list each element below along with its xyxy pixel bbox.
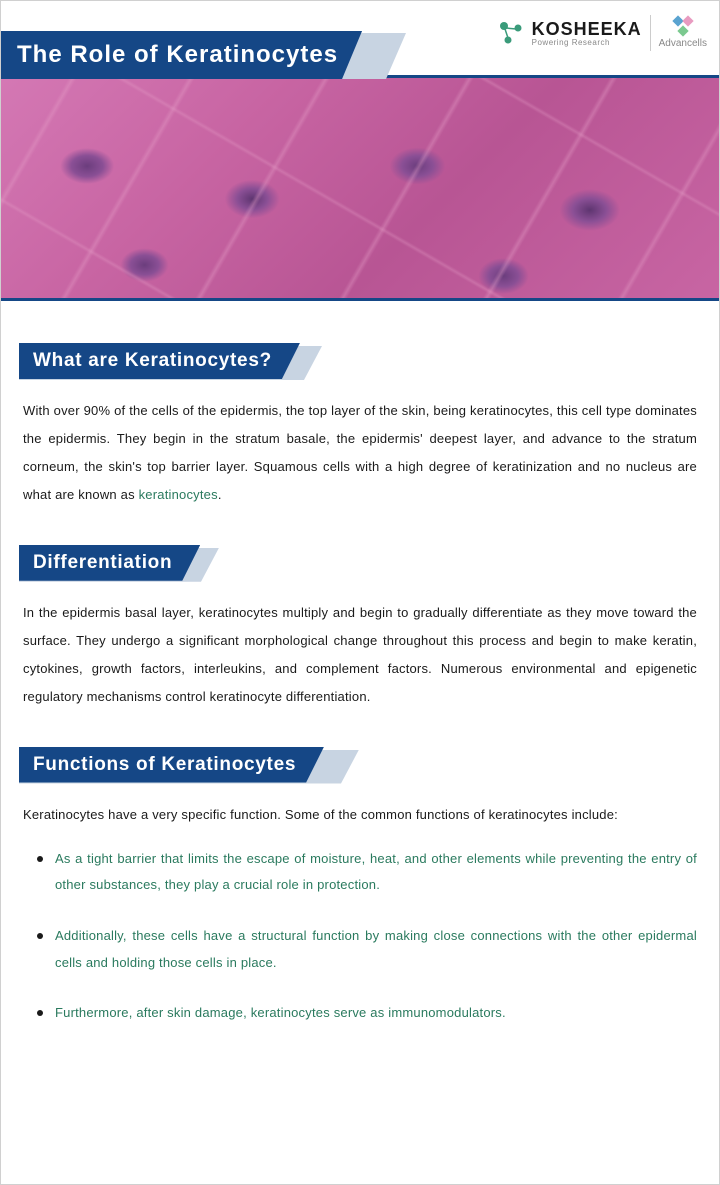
main-title-banner: The Role of Keratinocytes: [1, 31, 362, 79]
section-functions: Functions of Keratinocytes Keratinocytes…: [23, 747, 697, 1028]
function-item: As a tight barrier that limits the escap…: [55, 846, 697, 899]
section-body-diff: In the epidermis basal layer, keratinocy…: [23, 599, 697, 711]
section-differentiation: Differentiation In the epidermis basal l…: [23, 545, 697, 711]
advancells-name: Advancells: [659, 38, 707, 49]
advancells-icon: [674, 17, 692, 25]
logo-divider: [650, 15, 651, 51]
section-heading-func: Functions of Keratinocytes: [19, 747, 324, 783]
section-intro-func: Keratinocytes have a very specific funct…: [23, 801, 697, 828]
section-body-what: With over 90% of the cells of the epider…: [23, 397, 697, 509]
kosheeka-icon: [496, 18, 526, 48]
function-item: Furthermore, after skin damage, keratino…: [55, 1000, 697, 1027]
section-what: What are Keratinocytes? With over 90% of…: [23, 343, 697, 509]
body-text-post: .: [218, 487, 222, 502]
body-text-pre: With over 90% of the cells of the epider…: [23, 403, 697, 502]
content-area: What are Keratinocytes? With over 90% of…: [1, 301, 719, 1061]
function-item: Additionally, these cells have a structu…: [55, 923, 697, 976]
advancells-logo: Advancells: [659, 17, 707, 49]
section-heading-what: What are Keratinocytes?: [19, 343, 300, 379]
kosheeka-name: KOSHEEKA: [532, 19, 642, 39]
functions-list: As a tight barrier that limits the escap…: [23, 846, 697, 1027]
logo-group: KOSHEEKA Powering Research Advancells: [496, 15, 707, 51]
keratinocytes-link[interactable]: keratinocytes: [139, 487, 218, 502]
hero-microscopy-image: [1, 75, 719, 301]
section-heading-diff: Differentiation: [19, 545, 200, 581]
kosheeka-tagline: Powering Research: [532, 38, 642, 47]
header: The Role of Keratinocytes KOSHEEKA Power…: [1, 1, 719, 65]
kosheeka-logo: KOSHEEKA Powering Research: [496, 18, 642, 48]
